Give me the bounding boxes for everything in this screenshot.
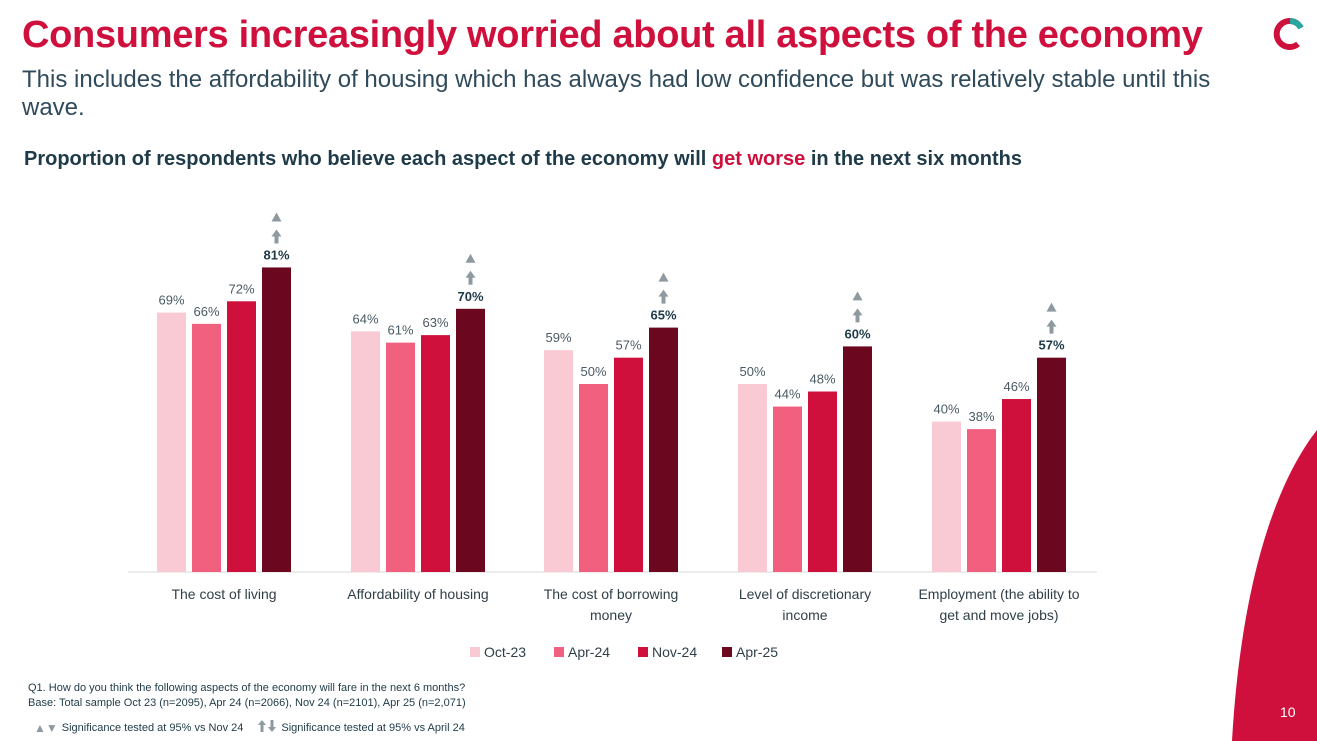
data-label: 70% [457,289,483,304]
page-number: 10 [1280,704,1296,720]
data-label: 63% [422,315,448,330]
data-label: 44% [774,387,800,402]
legend-label: Nov-24 [652,644,697,660]
brand-logo-icon [1273,18,1304,50]
bar [421,335,450,572]
legend-swatch [722,647,732,657]
sig-up-triangle-icon [658,272,669,282]
category-label: The cost of borrowing [544,586,679,602]
sig-apr-label: Significance tested at 95% vs April 24 [281,721,465,734]
significance-legend: ▲▼ Significance tested at 95% vs Nov 24 … [34,719,465,736]
data-label: 50% [739,364,765,379]
decorative-red-curve [1232,430,1317,741]
legend-label: Oct-23 [484,644,526,660]
data-label: 81% [263,247,289,262]
bar [351,331,380,572]
bar [773,406,802,572]
up-down-triangle-icon: ▲▼ [34,720,58,735]
bar [1002,399,1031,572]
sig-up-arrow-icon [852,308,863,323]
category-label: income [782,607,827,623]
sig-up-arrow-icon [658,289,669,304]
data-label: 48% [809,372,835,387]
bar [456,308,485,572]
bar [544,350,573,572]
sig-up-triangle-icon [465,253,476,263]
category-label: Employment (the ability to [918,586,1079,602]
data-label: 61% [387,323,413,338]
bar [262,267,291,572]
bar [738,384,767,572]
bar [157,312,186,572]
legend-swatch [554,647,564,657]
sig-nov-label: Significance tested at 95% vs Nov 24 [61,721,244,734]
bar [386,342,415,572]
legend-swatch [470,647,480,657]
bar [227,301,256,572]
chart-heading-prefix: Proportion of respondents who believe ea… [24,148,707,170]
sig-up-arrow-icon [271,229,282,244]
chart-heading-suffix: in the next six months [810,148,1022,170]
up-down-arrow-icon [257,719,279,736]
legend-swatch [638,647,648,657]
data-label: 69% [158,293,184,308]
chart-heading-accent: get worse [711,148,806,170]
category-label: The cost of living [171,586,276,602]
data-label: 38% [968,409,994,424]
data-label: 60% [844,326,870,341]
data-label: 59% [545,330,571,345]
footnote-question: Q1. How do you think the following aspec… [28,682,466,694]
data-label: 50% [580,364,606,379]
bar [649,327,678,572]
bar [843,346,872,572]
data-label: 46% [1003,379,1029,394]
bar [967,429,996,572]
sig-up-triangle-icon [852,291,863,301]
category-label: get and move jobs) [939,607,1058,623]
footnote-base: Base: Total sample Oct 23 (n=2095), Apr … [28,697,466,709]
bar [579,384,608,572]
chart-heading: Proportion of respondents who believe ea… [24,148,1022,171]
data-label: 40% [933,402,959,417]
bar [192,323,221,572]
data-label: 72% [228,281,254,296]
data-label: 64% [352,311,378,326]
legend-label: Apr-24 [568,644,610,660]
bar [614,357,643,572]
legend-label: Apr-25 [736,644,778,660]
page-subtitle: This includes the affordability of housi… [22,66,1211,121]
category-label: money [590,607,632,623]
bar [932,421,961,572]
category-label: Level of discretionary [739,586,871,602]
sig-up-arrow-icon [465,270,476,285]
page-title: Consumers increasingly worried about all… [22,14,1203,56]
bar [808,391,837,572]
category-label: Affordability of housing [347,586,488,602]
sig-up-triangle-icon [1046,302,1057,312]
sig-up-arrow-icon [1046,319,1057,334]
data-label: 57% [1038,338,1064,353]
bar [1037,357,1066,572]
bar-chart: 69% 66% 72% 81% The cost of living 64% 61% 63% 7… [128,212,1097,660]
sig-up-triangle-icon [271,212,282,222]
data-label: 57% [615,338,641,353]
data-label: 65% [650,308,676,323]
data-label: 66% [193,304,219,319]
